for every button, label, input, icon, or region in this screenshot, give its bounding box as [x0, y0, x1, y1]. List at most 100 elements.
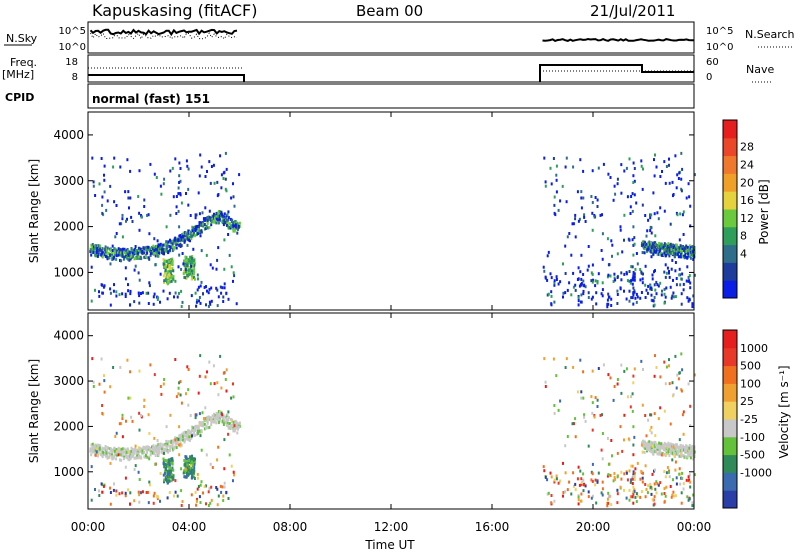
velocity-cell — [129, 396, 132, 400]
velocity-cell — [684, 455, 687, 459]
power-cell — [607, 273, 610, 277]
power-cell — [190, 294, 193, 298]
velocity-cell — [628, 469, 631, 473]
power-cell — [194, 234, 197, 238]
power-cell — [688, 195, 691, 199]
power-cell — [196, 273, 199, 277]
velocity-cell — [172, 447, 175, 451]
power-cell — [132, 255, 135, 259]
power-cell — [591, 211, 594, 215]
velocity-cell — [181, 500, 184, 503]
power-cell — [631, 192, 634, 196]
power-colorbar-swatch — [723, 137, 737, 157]
velocity-cell — [106, 446, 109, 450]
velocity-colorbar-swatch — [723, 365, 737, 384]
velocity-cell — [667, 441, 670, 445]
velocity-cell — [132, 452, 135, 456]
velocity-cell — [663, 500, 666, 504]
velocity-cell — [184, 469, 187, 473]
velocity-cell — [555, 374, 558, 378]
power-cell — [174, 157, 177, 161]
power-cell — [167, 240, 170, 244]
velocity-cell — [654, 487, 657, 491]
power-cell — [109, 249, 112, 253]
power-cell — [108, 255, 111, 259]
velocity-cell — [181, 432, 184, 436]
velocity-cell — [641, 441, 643, 445]
power-colorbar-tick-3: 16 — [740, 194, 754, 207]
power-cell — [138, 169, 141, 173]
nsky-label: N.Sky — [6, 32, 38, 45]
velocity-cell — [198, 412, 201, 416]
velocity-cell — [136, 452, 139, 456]
freq-unit: [MHz] — [2, 68, 34, 81]
velocity-colorbar-label: Velocity [m s⁻¹] — [777, 365, 791, 458]
v-ytick-label-0: 1000 — [53, 465, 84, 479]
velocity-cell — [232, 382, 234, 386]
velocity-cell — [104, 447, 106, 451]
power-cell — [574, 283, 577, 287]
power-cell — [675, 243, 678, 247]
velocity-cell — [640, 359, 643, 363]
power-cell — [162, 247, 165, 251]
power-cell — [163, 250, 165, 254]
velocity-cell — [127, 488, 130, 492]
velocity-cell — [182, 437, 185, 440]
power-cell — [178, 225, 181, 229]
power-cell — [232, 228, 235, 232]
power-cell — [659, 248, 662, 252]
power-cell — [218, 220, 221, 224]
velocity-cell — [590, 496, 593, 500]
velocity-cell — [555, 477, 558, 481]
power-cell — [141, 249, 144, 253]
velocity-cell — [675, 482, 678, 486]
power-cell — [149, 252, 152, 256]
velocity-cell — [689, 404, 692, 408]
power-cell — [596, 198, 599, 202]
velocity-cell — [228, 422, 231, 426]
velocity-cell — [92, 450, 95, 454]
power-cell — [119, 165, 122, 169]
velocity-cell — [192, 471, 195, 475]
power-cell — [542, 265, 545, 269]
power-cell — [550, 294, 553, 298]
velocity-cell — [616, 488, 619, 492]
velocity-cell — [215, 412, 218, 416]
velocity-cell — [620, 391, 623, 395]
power-cell — [94, 244, 97, 248]
power-cell — [652, 252, 655, 256]
velocity-cell — [632, 501, 635, 505]
power-cell — [640, 270, 643, 274]
power-cell — [631, 209, 634, 213]
power-cell — [553, 279, 556, 283]
power-cell — [559, 280, 562, 284]
velocity-cell — [633, 488, 636, 492]
velocity-cell — [100, 357, 103, 361]
power-cell — [144, 246, 147, 250]
velocity-cell — [679, 482, 682, 486]
power-cell — [583, 284, 586, 288]
power-cell — [137, 195, 140, 198]
velocity-cell — [115, 457, 118, 461]
velocity-cell — [190, 436, 193, 440]
power-cell — [174, 291, 177, 295]
power-cell — [170, 241, 173, 245]
velocity-cell — [199, 501, 202, 504]
power-cell — [649, 225, 652, 229]
power-colorbar-tick-0: 28 — [740, 141, 754, 154]
power-cell — [115, 254, 118, 258]
velocity-cell — [105, 452, 108, 456]
velocity-cell — [660, 442, 663, 446]
velocity-cell — [574, 417, 577, 421]
velocity-cell — [189, 467, 192, 471]
power-cell — [590, 279, 593, 283]
power-cell — [580, 196, 583, 200]
power-cell — [190, 277, 193, 281]
power-cell — [600, 292, 603, 296]
power-cell — [687, 252, 690, 255]
velocity-cell — [226, 423, 228, 427]
power-cell — [230, 265, 233, 269]
power-cell — [633, 179, 636, 183]
velocity-cell — [635, 492, 638, 496]
xtick-label-2: 08:00 — [273, 520, 308, 534]
